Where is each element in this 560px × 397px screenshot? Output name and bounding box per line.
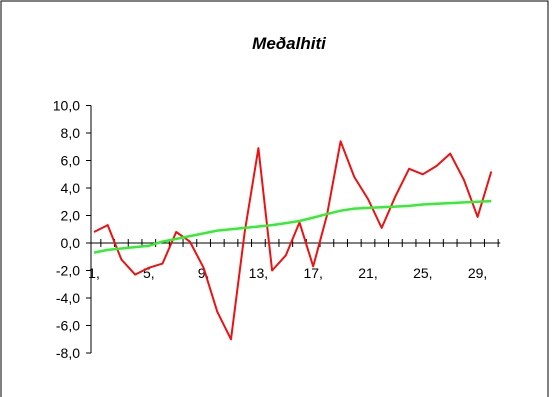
y-axis: 10,0 8,0 6,0 4,0 2,0 0,0 -2,0 -4,0 -6,0 -8,0	[53, 98, 92, 361]
y-tick-label: -6,0	[56, 318, 80, 334]
x-tick-label: 17,	[303, 265, 322, 281]
x-tick-label: 25,	[413, 265, 432, 281]
x-tick-label: 13,	[249, 265, 268, 281]
chart-title: Meðalhiti	[252, 34, 327, 53]
y-tick-label: -4,0	[56, 290, 80, 306]
y-tick-label: 8,0	[61, 125, 81, 141]
x-tick-label: 29,	[468, 265, 487, 281]
series-line-2	[93, 199, 492, 254]
y-tick-label: -2,0	[56, 263, 80, 279]
y-tick-label: 6,0	[61, 153, 81, 169]
x-tick-label: 21,	[358, 265, 377, 281]
y-tick-label: 2,0	[61, 208, 81, 224]
y-tick-label: 0,0	[61, 235, 81, 251]
series-line-1	[93, 140, 493, 341]
x-tick-label: 5,	[143, 265, 155, 281]
x-tick-label: 1,	[88, 265, 100, 281]
y-tick-label: 10,0	[53, 98, 80, 114]
plot-series	[93, 140, 493, 341]
y-tick-label: -8,0	[56, 345, 80, 361]
x-tick-label: 9,	[198, 265, 210, 281]
y-tick-label: 4,0	[61, 180, 81, 196]
